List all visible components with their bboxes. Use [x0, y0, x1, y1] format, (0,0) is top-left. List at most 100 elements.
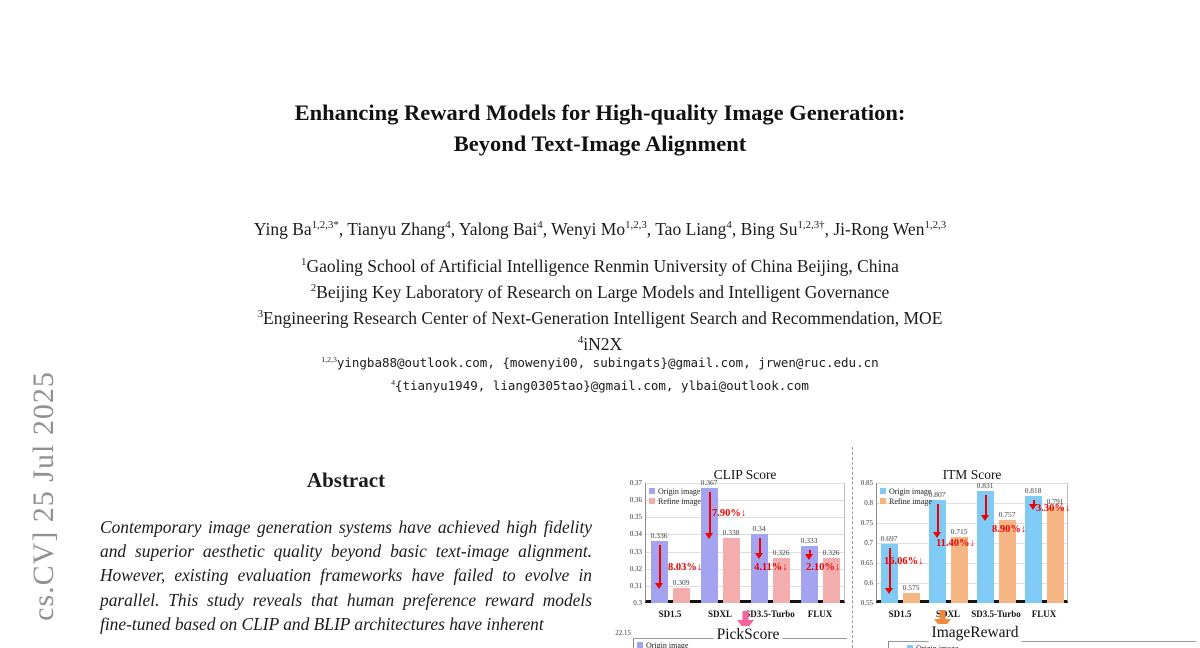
origin-value-label: 0.697	[880, 534, 898, 544]
y-axis-tick-label: 0.8	[864, 499, 873, 507]
gridline	[646, 568, 844, 570]
legend-row: Refine image	[649, 496, 701, 506]
chart-title: CLIP Score	[713, 467, 777, 482]
legend-swatch	[880, 498, 886, 504]
chart-legend: Origin image	[907, 643, 958, 648]
y-axis-tick-label: 0.6	[864, 579, 873, 587]
gridline	[646, 500, 844, 502]
chart-legend: Origin image	[637, 640, 688, 648]
refine-value-label: 0.575	[902, 583, 920, 592]
drop-arrow-line	[708, 492, 711, 533]
gridline	[646, 517, 844, 519]
y-axis-tick-label: 0.55	[860, 599, 873, 607]
drop-percent-label: 4.11%↓	[754, 562, 788, 573]
drop-arrow-line	[888, 548, 891, 588]
author: Ying Ba1,2,3*	[253, 219, 339, 239]
refine-value-label: 0.309	[672, 577, 690, 587]
legend-swatch	[637, 642, 643, 648]
y-axis-tick-label: 0.32	[629, 564, 642, 573]
legend-label: Origin image	[916, 643, 959, 648]
gridline	[877, 483, 1067, 484]
x-axis-tick-label: SD1.5	[658, 609, 682, 619]
legend-label: Origin image	[889, 486, 932, 496]
chart-frame-clip-score	[645, 483, 845, 603]
x-axis-tick-label: FLUX	[807, 609, 833, 619]
drop-arrow-head	[655, 582, 663, 589]
paper-title: Enhancing Reward Models for High-quality…	[0, 98, 1200, 159]
origin-value-label: 0.333	[800, 536, 818, 546]
email-line: 1,2,3yingba88@outlook.com, {mowenyi00, s…	[321, 354, 879, 370]
refine-value-label: 0.757	[998, 510, 1016, 520]
y-axis-tick-label: 0.65	[860, 559, 873, 567]
refine-value-label: 0.791	[1046, 496, 1064, 506]
drop-arrow-line	[758, 538, 761, 554]
y-axis-tick-label: 0.85	[860, 479, 873, 487]
drop-percent-label: 8.03%↓	[668, 562, 703, 573]
y-axis-tick-label: 0.7	[864, 539, 873, 547]
legend-row: Refine image	[880, 496, 932, 506]
y-axis-tick-label: 0.35	[629, 513, 642, 522]
origin-value-label: 0.807	[928, 490, 946, 500]
origin-value-label: 0.336	[650, 531, 668, 541]
abstract-heading: Abstract	[306, 468, 386, 492]
chart-frame-imagereward	[888, 641, 1196, 648]
email-lines: 1,2,3yingba88@outlook.com, {mowenyi00, s…	[0, 352, 1200, 397]
legend-label: Refine image	[658, 496, 701, 506]
x-axis-tick-label: FLUX	[1031, 609, 1057, 619]
y-axis-tick-label: 0.37	[629, 479, 642, 487]
origin-value-label: 0.34	[752, 524, 766, 534]
author: Yalong Bai4	[458, 219, 543, 239]
legend-swatch	[649, 488, 655, 494]
email-line: 4{tianyu1949, liang0305tao}@gmail.com, y…	[391, 377, 809, 393]
origin-value-label: 0.367	[700, 478, 718, 488]
legend-swatch	[907, 645, 913, 648]
refine-value-label: 0.326	[772, 548, 790, 558]
legend-swatch	[649, 498, 655, 504]
chart-title: ImageReward	[928, 624, 1022, 642]
refine-value-label: 0.715	[950, 527, 968, 536]
y-axis-tick-label: 22.15	[615, 629, 631, 637]
gridline	[646, 551, 844, 553]
refine-bar	[772, 558, 790, 603]
refine-value-label: 0.338	[722, 527, 740, 537]
author-line: Ying Ba1,2,3*, Tianyu Zhang4, Yalong Bai…	[253, 219, 947, 239]
legend-label: Origin image	[658, 486, 701, 496]
drop-arrow-head	[885, 588, 893, 594]
origin-bar	[1024, 495, 1042, 603]
origin-value-label: 0.831	[976, 480, 994, 490]
drop-percent-label: 7.90%↓	[712, 508, 747, 519]
chart-legend: Origin image Refine image	[649, 486, 701, 506]
y-axis-tick-label: 0.34	[629, 530, 642, 539]
legend-row: Origin image	[880, 486, 932, 496]
drop-arrow-line	[984, 494, 987, 516]
drop-percent-label: 2.10%↓	[806, 562, 841, 573]
origin-value-label: 0.818	[1024, 485, 1042, 495]
drop-arrow-head	[755, 553, 763, 560]
y-axis-tick-label: 0.31	[629, 581, 642, 590]
y-axis-tick-label: 0.75	[860, 519, 873, 527]
author: Bing Su1,2,3†	[740, 219, 825, 239]
legend-swatch	[880, 488, 886, 494]
legend-label: Origin image	[646, 640, 689, 648]
gridline	[877, 543, 1067, 544]
author: Tao Liang4	[655, 219, 732, 239]
drop-arrow-head	[981, 515, 989, 522]
affiliation-line: 3Engineering Research Center of Next-Gen…	[257, 308, 943, 328]
refine-value-label: 0.326	[822, 548, 840, 558]
origin-bar	[750, 534, 768, 603]
drop-arrow-line	[936, 504, 939, 532]
affiliation-line: 2Beijing Key Laboratory of Research on L…	[310, 282, 890, 302]
drop-percent-label: 11.40%↓	[936, 538, 975, 549]
author: Tianyu Zhang4	[347, 219, 451, 239]
gridline	[646, 483, 844, 484]
gridline	[877, 523, 1067, 524]
drop-arrow-line	[808, 550, 811, 555]
drop-percent-label: 3.30%↓	[1036, 503, 1071, 514]
chart-title: ITM Score	[942, 467, 1002, 482]
gridline	[646, 585, 844, 587]
figure-divider	[852, 447, 853, 648]
y-axis-tick-label: 0.33	[629, 547, 642, 556]
refine-bar	[722, 537, 740, 603]
